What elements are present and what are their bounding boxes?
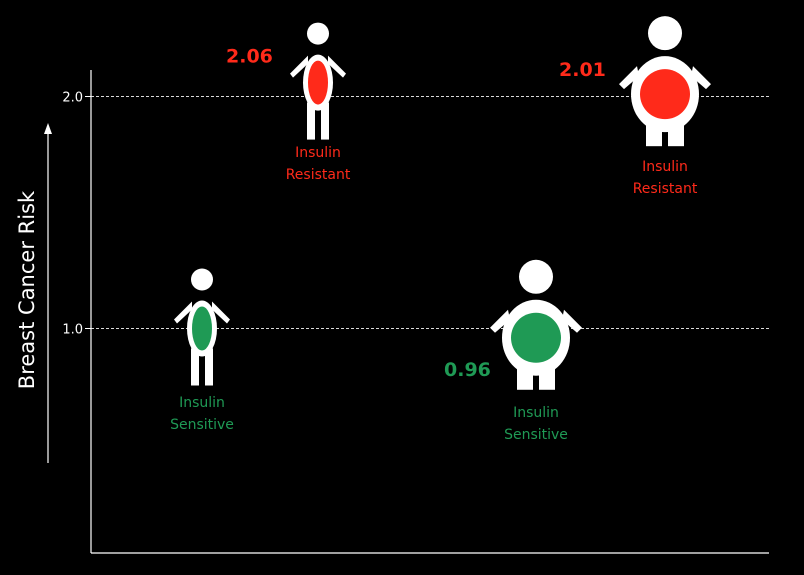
group-label-line2: Sensitive: [170, 417, 234, 433]
figure-arm-left: [290, 55, 308, 78]
y-axis-arrowhead-icon: [44, 123, 52, 134]
figure-leg-right: [321, 102, 329, 140]
figure-leg-right: [668, 116, 684, 147]
group-label-line1: Insulin: [642, 159, 688, 175]
figure-head: [307, 22, 329, 45]
belly-marker: [511, 312, 561, 363]
data-label: 2.01: [559, 59, 606, 81]
figure-arm-right: [328, 55, 346, 78]
figure-leg-right: [539, 359, 555, 390]
figure-arm-left: [174, 301, 192, 324]
figure-head: [519, 259, 553, 294]
belly-marker: [640, 69, 690, 120]
group-label-line2: Resistant: [286, 167, 351, 183]
data-point-obese-sensitive: 0.96 Insulin Sensitive: [444, 259, 582, 443]
figure-arm-right: [212, 301, 230, 324]
data-points: Insulin Sensitive 2.06 Insulin Resistant 0.96…: [170, 16, 711, 443]
figure-leg-left: [307, 102, 315, 140]
figure-arm-right: [562, 309, 582, 333]
figure-leg-left: [646, 116, 662, 147]
group-label-line2: Resistant: [633, 181, 698, 197]
figure-leg-left: [517, 359, 533, 390]
figure-leg-right: [205, 348, 213, 386]
y-tick-label: 1.0: [62, 323, 83, 338]
y-axis-label: Breast Cancer Risk: [15, 190, 39, 389]
group-label-line1: Insulin: [513, 405, 559, 421]
data-point-lean-resistant: 2.06 Insulin Resistant: [226, 22, 351, 183]
belly-marker: [192, 306, 212, 351]
data-label: 0.96: [444, 359, 491, 381]
data-label: 2.06: [226, 46, 273, 68]
figure-arm-left: [619, 66, 639, 90]
y-tick-label: 2.0: [62, 91, 83, 106]
data-point-obese-resistant: 2.01 Insulin Resistant: [559, 16, 711, 197]
group-label-line1: Insulin: [295, 145, 341, 161]
belly-marker: [308, 60, 328, 105]
figure-arm-left: [490, 309, 510, 333]
group-label-line2: Sensitive: [504, 427, 568, 443]
data-point-lean-sensitive: Insulin Sensitive: [170, 268, 234, 433]
figure-leg-left: [191, 348, 199, 386]
group-label-line1: Insulin: [179, 395, 225, 411]
y-tick-labels: 1.0 2.0: [62, 91, 83, 338]
figure-head: [191, 268, 213, 291]
figure-arm-right: [691, 66, 711, 90]
figure-head: [648, 16, 682, 51]
